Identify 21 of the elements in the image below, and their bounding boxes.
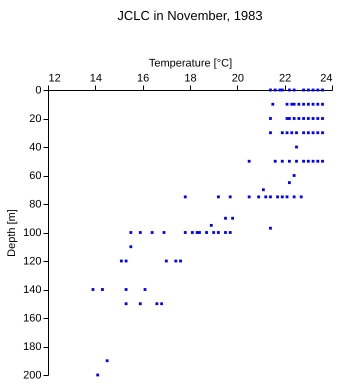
y-tick-label: 20	[29, 113, 42, 125]
x-tick-label: 18	[184, 72, 197, 84]
x-tick-label: 16	[137, 72, 150, 84]
y-tick-label: 140	[23, 284, 42, 296]
y-tick-label: 40	[29, 142, 42, 154]
y-tick-label: 0	[35, 84, 42, 96]
x-axis-title: Temperature [°C]	[148, 58, 232, 70]
y-tick-label: 80	[29, 198, 42, 210]
y-tick-label: 100	[23, 227, 42, 239]
chart-title: JCLC in November, 1983	[117, 8, 263, 23]
x-tick-label: 12	[48, 72, 61, 84]
y-tick-label: 200	[23, 370, 42, 382]
x-tick-label: 22	[279, 72, 292, 84]
y-tick-label: 180	[23, 341, 42, 353]
x-tick-label: 14	[90, 72, 102, 84]
y-tick-label: 160	[23, 312, 42, 324]
y-tick-label: 60	[29, 170, 42, 182]
y-axis-title: Depth [m]	[6, 209, 18, 257]
y-tick-label: 120	[23, 256, 42, 268]
x-tick-label: 20	[232, 72, 244, 84]
x-tick-label: 24	[320, 72, 332, 84]
